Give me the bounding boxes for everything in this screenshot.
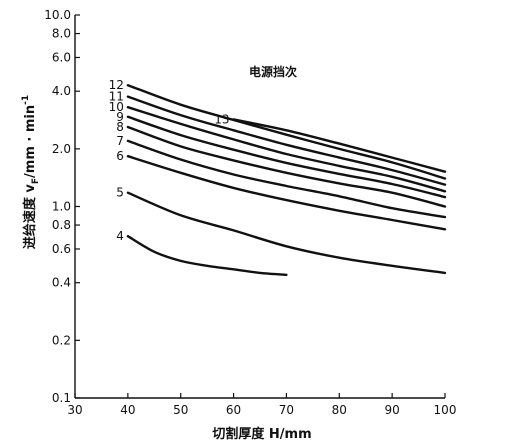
y-tick-label: 1.0: [52, 200, 71, 214]
series-label-5: 5: [116, 186, 124, 200]
series-label-8: 8: [116, 120, 124, 134]
x-tick-label: 70: [279, 403, 294, 417]
series-label-6: 6: [116, 149, 124, 163]
y-tick-label: 2.0: [52, 142, 71, 156]
x-tick-label: 80: [332, 403, 347, 417]
series-line-11: [126, 95, 447, 186]
x-tick-label: 30: [67, 403, 82, 417]
y-tick-label: 0.2: [52, 333, 71, 347]
series-line-10: [126, 106, 447, 193]
x-axis-ticks: 30 40 50 60 70 80 90 100: [67, 393, 456, 417]
series-label-13: 13: [214, 112, 229, 126]
x-tick-label: 60: [226, 403, 241, 417]
y-tick-label: 6.0: [52, 50, 71, 64]
series-line-13: [232, 118, 447, 173]
series-line-8: [126, 125, 447, 208]
y-tick-label: 0.4: [52, 276, 71, 290]
series-lines: [126, 84, 447, 276]
series-label-11: 11: [109, 90, 124, 104]
series-line-12: [126, 84, 447, 180]
x-tick-label: 50: [173, 403, 188, 417]
y-tick-label: 4.0: [52, 84, 71, 98]
series-line-6: [126, 155, 447, 231]
series-line-5: [126, 191, 447, 275]
x-tick-label: 40: [120, 403, 135, 417]
series-label-7: 7: [116, 134, 124, 148]
y-tick-label: 10.0: [44, 8, 71, 22]
legend-title: 电源挡次: [249, 64, 297, 79]
series-label-12: 12: [109, 78, 124, 92]
y-axis-title: 进给速度 vF/mm · min-1: [21, 95, 41, 249]
x-tick-label: 100: [434, 403, 457, 417]
y-tick-label: 0.6: [52, 242, 71, 256]
x-axis-title: 切割厚度 H/mm: [212, 426, 311, 442]
y-tick-label: 0.1: [52, 391, 71, 405]
y-tick-label: 0.8: [52, 218, 71, 232]
series-label-9: 9: [116, 110, 124, 124]
series-line-7: [126, 139, 447, 219]
y-tick-label: 8.0: [52, 27, 71, 41]
series-label-4: 4: [116, 229, 124, 243]
series-line-9: [126, 115, 447, 199]
y-axis-ticks: 0.1 0.2 0.4 0.6 0.8 1.0 2.0 4.0 6.0 8.0 10.0: [44, 8, 80, 405]
series-line-4: [126, 235, 288, 276]
series-label-10: 10: [109, 100, 124, 114]
x-tick-label: 90: [385, 403, 400, 417]
